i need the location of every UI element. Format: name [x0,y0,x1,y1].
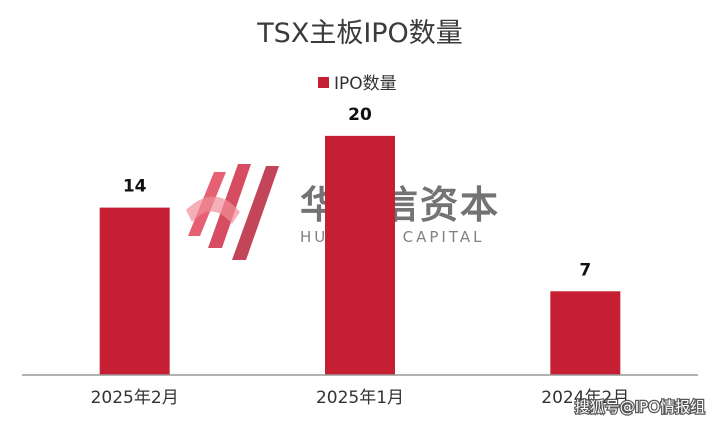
source-text: 搜狐号@IPO情报组 [575,398,705,416]
bar-2 [325,135,395,375]
x-tick-label-3: 2024年2月 [541,388,629,408]
data-label-2: 20 [348,105,372,125]
huayixin-logo-icon [186,164,279,260]
legend-swatch [318,77,329,88]
x-tick-label-1: 2025年2月 [91,388,179,408]
bar-3 [550,291,621,375]
chart-title: TSX主板IPO数量 [256,18,463,49]
data-label-3: 7 [579,260,591,280]
bar-1 [99,207,170,375]
x-tick-label-2: 2025年1月 [316,388,404,408]
legend-label: IPO数量 [334,74,397,94]
data-label-1: 14 [123,177,147,197]
legend: IPO数量 [318,74,397,94]
